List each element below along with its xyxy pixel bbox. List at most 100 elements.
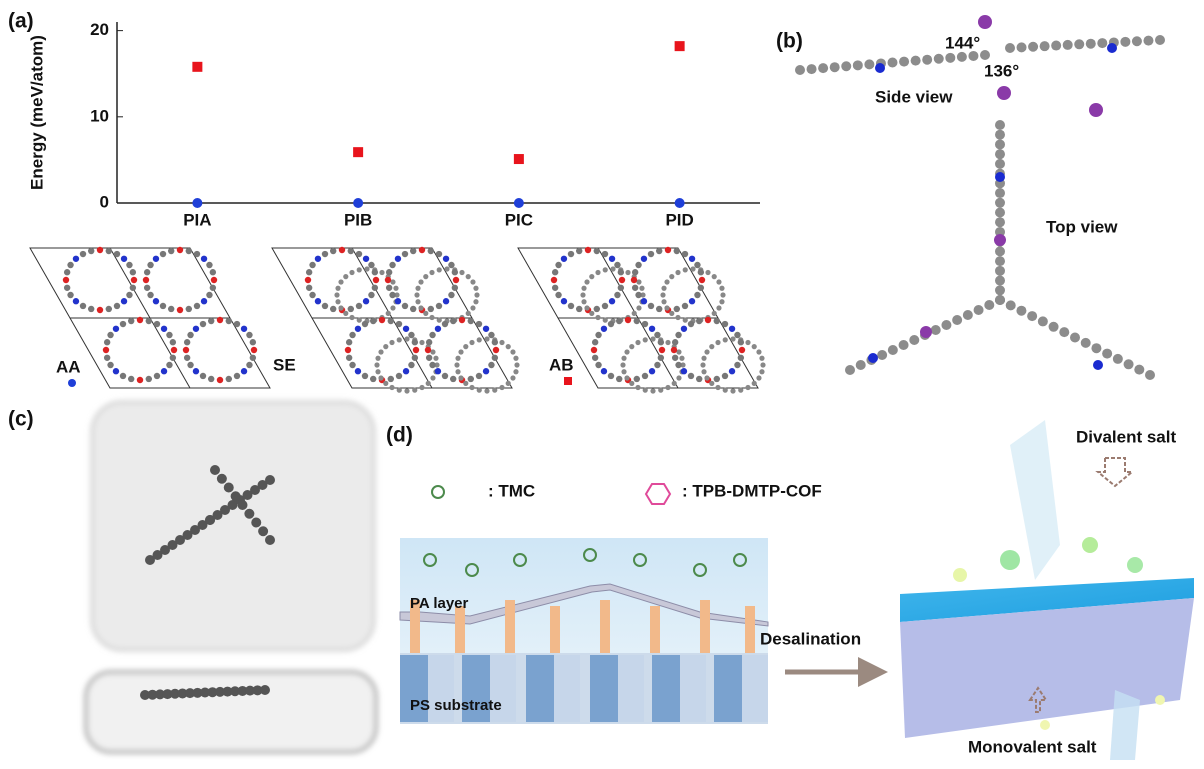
atom (576, 248, 582, 254)
atom (396, 373, 402, 379)
atom (656, 248, 662, 254)
atom (375, 369, 380, 374)
atom (388, 318, 394, 324)
atom (309, 262, 315, 268)
atom (576, 306, 582, 312)
atom (683, 267, 688, 272)
atom (396, 321, 402, 327)
atom (1074, 39, 1084, 49)
atom (231, 491, 241, 501)
atom (845, 365, 855, 375)
atom (241, 368, 247, 374)
atom (459, 317, 465, 323)
atom (995, 217, 1005, 227)
atom (356, 303, 362, 309)
atom (144, 285, 150, 291)
atom (113, 368, 119, 374)
atom (463, 381, 468, 386)
atom (719, 299, 724, 304)
atom (363, 256, 369, 262)
atom (609, 256, 615, 262)
panel-label: (a) (8, 10, 34, 33)
atom (104, 339, 110, 345)
atom (634, 318, 640, 324)
atom (676, 375, 681, 380)
atom (591, 347, 597, 353)
atom (561, 256, 567, 262)
atom (443, 298, 449, 304)
atom (166, 332, 172, 338)
atom (649, 326, 655, 332)
atom (121, 298, 127, 304)
atom (701, 369, 706, 374)
atom (448, 292, 454, 298)
ion (1040, 720, 1050, 730)
atom (675, 362, 681, 368)
atom (107, 332, 113, 338)
atom (63, 277, 69, 283)
atom (601, 326, 607, 332)
atom (408, 332, 414, 338)
atom (386, 311, 391, 316)
atom (841, 61, 851, 71)
atom (952, 315, 962, 325)
atom (856, 360, 866, 370)
atom (675, 332, 681, 338)
atom (795, 65, 805, 75)
atom (635, 292, 641, 298)
atom (1059, 327, 1069, 337)
atom (664, 305, 669, 310)
legend-marker (68, 379, 76, 387)
atom (738, 388, 743, 393)
atom (147, 262, 153, 268)
atom (373, 277, 379, 283)
panel-label: (c) (8, 408, 34, 431)
atom (168, 248, 174, 254)
x-tick-label: PID (665, 210, 693, 229)
atom (700, 362, 705, 367)
atom (375, 356, 380, 361)
atom (730, 388, 735, 393)
atom (635, 385, 640, 390)
atom (201, 298, 207, 304)
atom (594, 306, 600, 312)
atom (642, 321, 648, 327)
atom (428, 306, 434, 312)
atom (709, 381, 714, 386)
atom (322, 303, 328, 309)
atom (595, 332, 601, 338)
ion (1127, 557, 1143, 573)
atom (389, 385, 394, 390)
atom (911, 56, 921, 66)
membrane-body (900, 598, 1194, 738)
atom (170, 355, 176, 361)
atom (656, 306, 662, 312)
atom (608, 373, 614, 379)
atom (995, 276, 1005, 286)
view-label: Side view (875, 87, 953, 106)
atom (506, 344, 511, 349)
atom (650, 388, 655, 393)
atom (752, 344, 757, 349)
y-tick-label: 20 (90, 20, 109, 39)
atom (258, 526, 268, 536)
atom (920, 326, 932, 338)
atom (265, 475, 275, 485)
atom (106, 306, 112, 312)
atom (660, 292, 665, 297)
atom (412, 339, 418, 345)
atom (474, 292, 479, 297)
atom (346, 355, 352, 361)
atom (658, 388, 663, 393)
atom (193, 326, 199, 332)
legend-label: : TMC (488, 481, 535, 500)
atom (410, 248, 416, 254)
atom (654, 362, 660, 368)
atom (368, 292, 374, 298)
atom (153, 298, 159, 304)
salt-label: Divalent salt (1076, 427, 1176, 446)
atom (739, 347, 745, 353)
atom (234, 373, 240, 379)
atom (315, 298, 321, 304)
atom (121, 256, 127, 262)
